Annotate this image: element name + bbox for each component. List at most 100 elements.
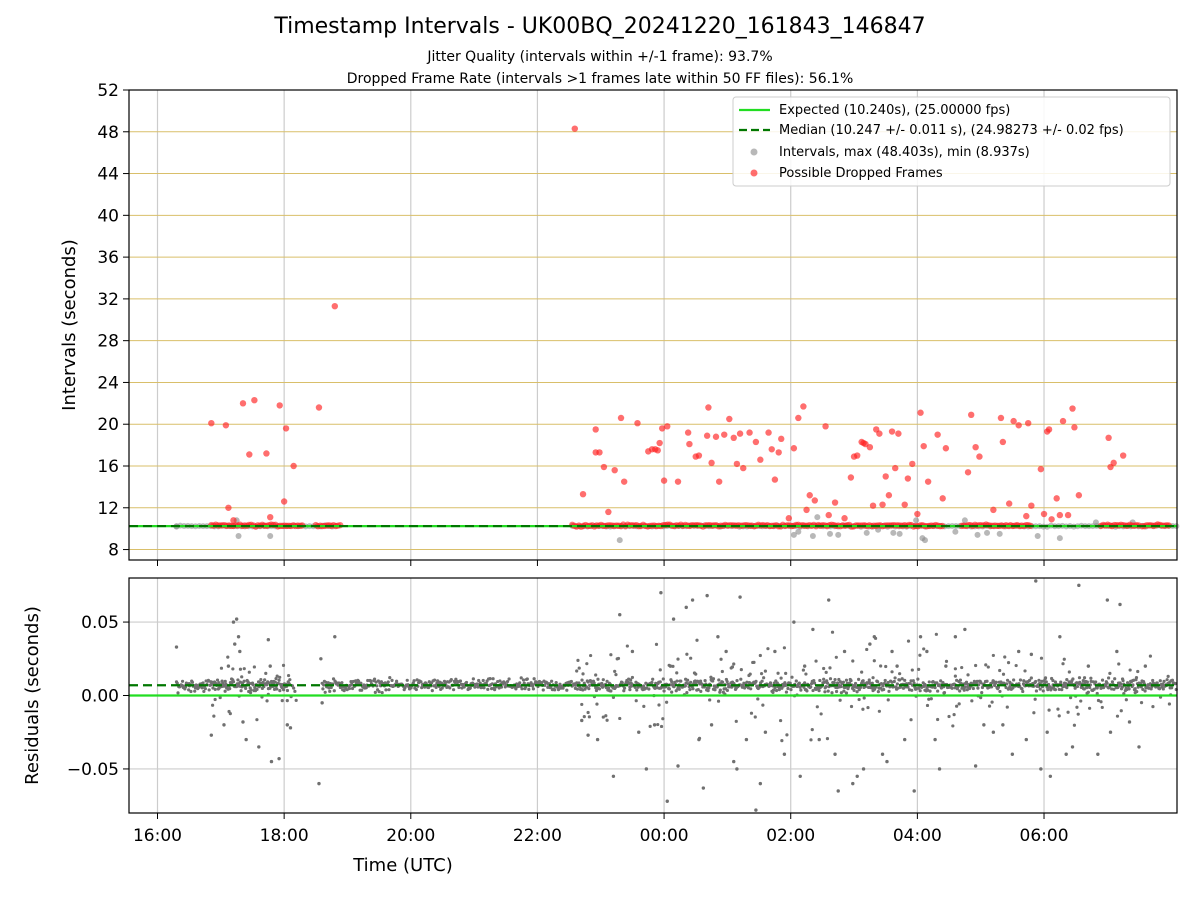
residual-point [858,685,862,690]
residual-point [1115,714,1120,718]
residual-point [749,711,754,715]
residual-point [1014,663,1018,668]
residual-point [286,673,291,678]
residual-point [972,679,976,683]
residual-point [233,642,237,646]
residual-point [372,677,377,681]
dropped-frame-point [862,440,869,448]
residual-point [1118,602,1122,607]
residual-point [811,627,815,632]
dropped-frame-point [1064,511,1072,519]
residual-point [1008,684,1012,689]
interval-point [952,528,959,535]
residual-point [911,679,915,683]
dropped-frame-point [733,460,741,468]
residual-point [1058,635,1062,639]
residual-point [991,730,996,734]
residual-point [174,645,179,649]
top-axes-frame [128,89,1178,561]
residual-point [980,691,984,695]
interval-point [896,530,903,537]
residual-point [1045,685,1049,689]
dropped-frame-point [660,477,668,484]
residual-point [1089,676,1093,680]
residual-point [1158,679,1162,683]
residual-point [910,688,914,692]
residual-point [786,686,790,691]
dropped-frame-point [276,402,283,409]
residual-point [782,646,786,650]
residual-point [1161,683,1165,687]
top-ylabel: Intervals (seconds) [59,239,80,411]
residual-point [734,719,738,723]
residual-point [498,679,502,683]
residual-point [703,678,707,683]
residual-point [711,677,716,681]
dropped-frame-point [740,464,747,472]
residual-point [941,680,945,685]
residual-point [724,649,728,654]
residual-point [761,703,765,707]
residual-point [190,680,195,684]
residual-point [659,590,663,595]
residual-point [936,717,940,722]
dropped-frame-point [1037,465,1045,473]
residual-point [841,680,846,684]
dropped-frame-point [611,466,618,474]
residual-point [928,689,932,693]
residual-point [1060,687,1064,692]
residual-point [1095,691,1099,696]
bottom-ytick-label-2: 0.05 [81,613,119,633]
residual-point [285,688,290,693]
residual-point [833,752,837,756]
interval-point [913,517,920,524]
residual-point [592,681,596,685]
residual-point [654,642,659,646]
residual-point [912,789,916,793]
residual-point [622,686,627,690]
residual-point [601,678,605,682]
residual-point [1077,583,1081,588]
dropped-frame-point [664,423,671,430]
residual-point [998,689,1002,694]
residual-point [586,710,590,715]
residual-point [209,733,214,737]
residual-point [473,685,477,689]
residual-point [1167,702,1172,706]
residual-point [596,677,600,681]
dropped-frame-point [1105,434,1112,441]
residual-point [749,687,753,691]
residual-point [970,699,974,703]
residual-point [202,689,206,694]
residual-point [832,681,836,685]
residual-point [842,689,846,693]
dropped-frame-point [730,434,737,441]
residual-point [1016,649,1021,654]
residual-point [257,745,261,749]
residual-point [1101,686,1106,690]
residual-point [851,781,855,786]
residual-point [647,687,651,691]
dropped-frame-point [892,464,899,472]
residual-point [561,686,565,690]
residual-point [212,714,216,718]
residual-point [789,688,793,692]
residual-point [826,689,830,693]
residual-point [412,679,416,683]
residual-point [1063,681,1068,686]
residual-point [934,632,938,636]
residual-point [1133,687,1137,691]
residual-point [1029,652,1034,657]
residual-point [1010,752,1015,756]
residual-point [275,687,279,691]
residual-point [1151,705,1155,709]
residual-point [783,681,787,685]
residual-point [990,700,994,704]
residual-point [618,716,622,721]
residual-point [554,680,558,685]
dropped-frame-point [246,451,253,458]
residual-point [1148,654,1153,658]
residual-point [922,647,926,651]
residual-point [711,687,716,691]
dropped-frame-point [605,508,612,516]
